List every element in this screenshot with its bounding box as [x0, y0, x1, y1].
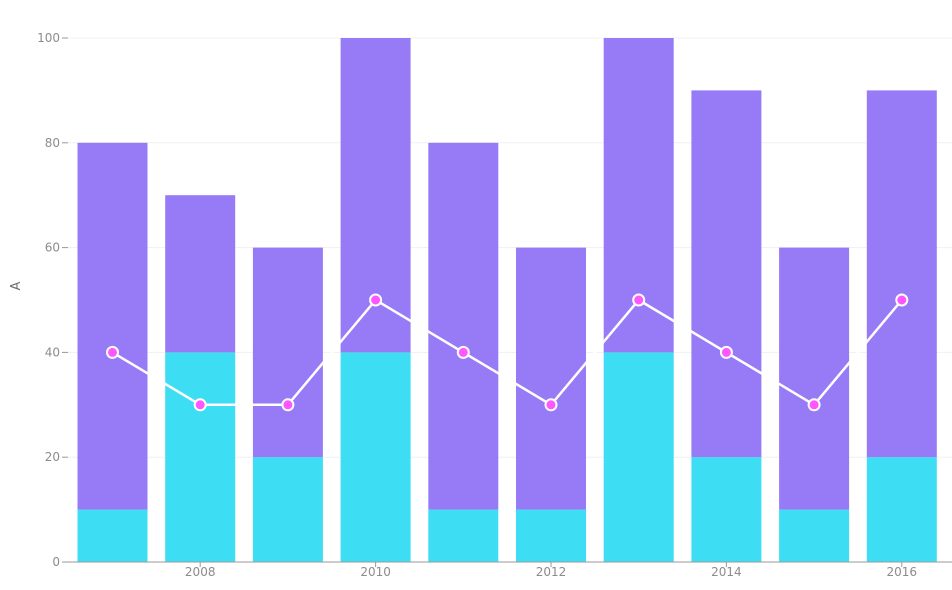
y-axis-ticks: 0 20 40 60 80 100	[37, 31, 68, 569]
y-axis-title: A	[9, 281, 24, 290]
x-tick-label: 2016	[887, 565, 918, 579]
y-tick-label: 100	[37, 31, 60, 45]
line-point-2012	[544, 398, 558, 412]
y-tick-label: 80	[45, 136, 60, 150]
y-tick-label: 60	[45, 241, 60, 255]
line-point-2013	[632, 293, 646, 307]
line-point-2014	[719, 345, 733, 359]
bar-a-2011	[428, 509, 499, 562]
y-tick-label: 0	[52, 555, 60, 569]
bar-a-2008	[165, 352, 236, 562]
bar-b-2016	[866, 90, 937, 458]
line-point-2016	[895, 293, 909, 307]
line-point-2008	[193, 398, 207, 412]
line-point-2015	[807, 398, 821, 412]
bar-b-2011	[428, 142, 499, 510]
bar-b-2015	[779, 247, 850, 510]
bar-a-2010	[340, 352, 411, 562]
x-tick-label: 2014	[711, 565, 742, 579]
bar-b-2009	[252, 247, 323, 458]
x-axis-ticks: 2008 2010 2012 2014 2016	[185, 562, 917, 579]
line-series	[106, 293, 909, 412]
line-point-2010	[369, 293, 383, 307]
bar-b-2008	[165, 195, 236, 353]
x-tick-label: 2010	[360, 565, 391, 579]
bar-b-2012	[516, 247, 586, 510]
line-c	[111, 298, 903, 407]
x-tick-label: 2012	[536, 565, 567, 579]
line-point-2007	[106, 345, 119, 359]
bar-a-2013	[603, 352, 674, 562]
y-tick-label: 40	[45, 345, 60, 359]
bar-a-2007	[77, 509, 148, 562]
bar-a-2016	[866, 457, 937, 562]
bar-a-2015	[779, 509, 850, 562]
bar-a-2014	[691, 457, 762, 562]
line-point-2009	[281, 398, 295, 412]
bar-b-2014	[691, 90, 762, 458]
bar-series	[77, 38, 937, 562]
x-tick-label: 2008	[185, 565, 216, 579]
y-tick-label: 20	[45, 450, 60, 464]
bar-b-2007	[77, 142, 148, 510]
bar-a-2009	[252, 457, 323, 562]
line-point-2011	[456, 345, 470, 359]
bar-a-2012	[516, 509, 586, 562]
